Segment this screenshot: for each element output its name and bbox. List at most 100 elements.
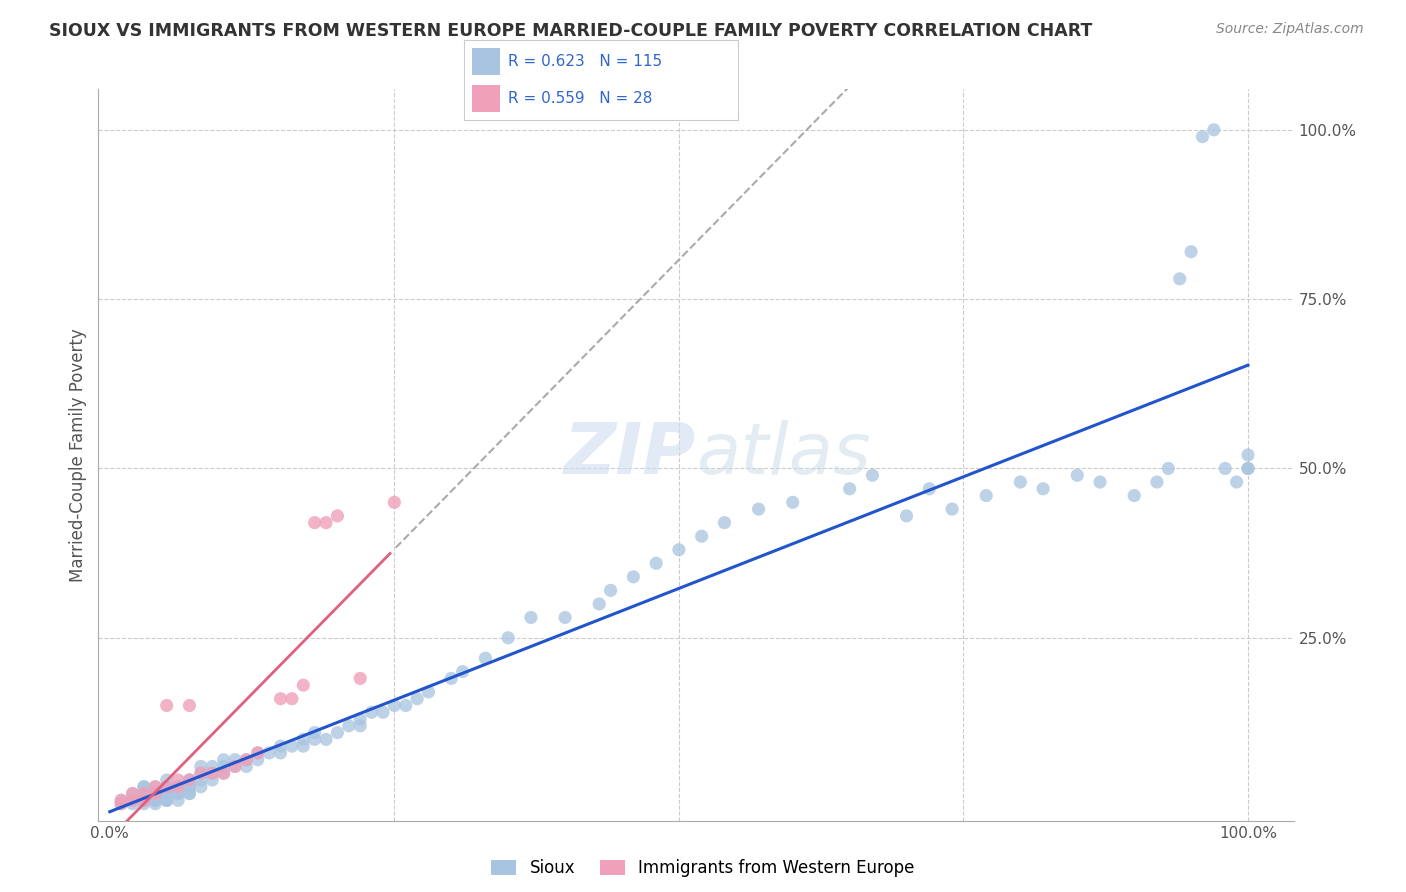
Point — [1146, 475, 1168, 489]
Point — [292, 739, 315, 753]
Point — [782, 495, 804, 509]
Point — [270, 691, 292, 706]
Point — [588, 597, 610, 611]
Point — [179, 772, 201, 787]
Point — [326, 725, 349, 739]
Point — [235, 753, 257, 767]
Point — [132, 793, 155, 807]
Point — [179, 787, 201, 801]
Point — [190, 780, 212, 794]
Point — [496, 631, 519, 645]
Point — [179, 772, 201, 787]
Point — [179, 787, 201, 801]
Point — [1202, 123, 1225, 137]
Point — [246, 753, 269, 767]
Point — [212, 766, 235, 780]
Point — [132, 793, 155, 807]
Point — [292, 678, 315, 692]
Point — [395, 698, 418, 713]
Point — [1213, 461, 1236, 475]
Point — [246, 746, 269, 760]
Point — [167, 787, 190, 801]
Point — [156, 787, 179, 801]
Point — [132, 780, 155, 794]
Point — [349, 712, 371, 726]
Point — [143, 787, 166, 801]
Point — [121, 793, 143, 807]
Point — [179, 698, 201, 713]
Bar — [472, 85, 499, 112]
Point — [520, 610, 543, 624]
Point — [257, 746, 280, 760]
Point — [132, 787, 155, 801]
Point — [1180, 244, 1202, 259]
Point — [190, 766, 212, 780]
Point — [1066, 468, 1088, 483]
Point — [121, 787, 143, 801]
Point — [190, 759, 212, 773]
Text: Source: ZipAtlas.com: Source: ZipAtlas.com — [1216, 22, 1364, 37]
Point — [156, 780, 179, 794]
Point — [167, 793, 190, 807]
Point — [621, 570, 644, 584]
Point — [349, 719, 371, 733]
Point — [167, 780, 190, 794]
Text: atlas: atlas — [696, 420, 870, 490]
Point — [645, 556, 668, 570]
Point — [554, 610, 576, 624]
Point — [1191, 129, 1213, 144]
Point — [212, 766, 235, 780]
Point — [132, 797, 155, 811]
Point — [599, 583, 621, 598]
Point — [156, 787, 179, 801]
Point — [1226, 475, 1249, 489]
Point — [451, 665, 474, 679]
Point — [143, 787, 166, 801]
Point — [167, 772, 190, 787]
Point — [132, 793, 155, 807]
Point — [156, 793, 179, 807]
Point — [143, 797, 166, 811]
Point — [304, 516, 326, 530]
Point — [143, 787, 166, 801]
Point — [143, 787, 166, 801]
Point — [224, 753, 246, 767]
Point — [156, 698, 179, 713]
Point — [190, 766, 212, 780]
Point — [235, 753, 257, 767]
Point — [748, 502, 770, 516]
Point — [406, 691, 429, 706]
Point — [838, 482, 860, 496]
Point — [668, 542, 690, 557]
Point — [110, 793, 132, 807]
Point — [201, 772, 224, 787]
Point — [315, 732, 337, 747]
Point — [382, 495, 405, 509]
Point — [896, 508, 918, 523]
Point — [121, 787, 143, 801]
Text: R = 0.623   N = 115: R = 0.623 N = 115 — [508, 54, 662, 70]
Point — [1123, 489, 1146, 503]
Point — [224, 759, 246, 773]
Point — [110, 793, 132, 807]
Point — [349, 672, 371, 686]
Point — [326, 508, 349, 523]
Point — [121, 793, 143, 807]
Text: SIOUX VS IMMIGRANTS FROM WESTERN EUROPE MARRIED-COUPLE FAMILY POVERTY CORRELATIO: SIOUX VS IMMIGRANTS FROM WESTERN EUROPE … — [49, 22, 1092, 40]
Point — [179, 780, 201, 794]
Point — [224, 759, 246, 773]
Point — [179, 780, 201, 794]
Point — [371, 706, 394, 720]
Point — [281, 739, 304, 753]
Point — [690, 529, 713, 543]
Point — [190, 772, 212, 787]
Point — [201, 766, 224, 780]
Y-axis label: Married-Couple Family Poverty: Married-Couple Family Poverty — [69, 328, 87, 582]
Point — [167, 780, 190, 794]
Point — [474, 651, 496, 665]
Point — [143, 793, 166, 807]
Point — [212, 759, 235, 773]
Point — [860, 468, 883, 483]
Point — [201, 759, 224, 773]
Point — [212, 753, 235, 767]
